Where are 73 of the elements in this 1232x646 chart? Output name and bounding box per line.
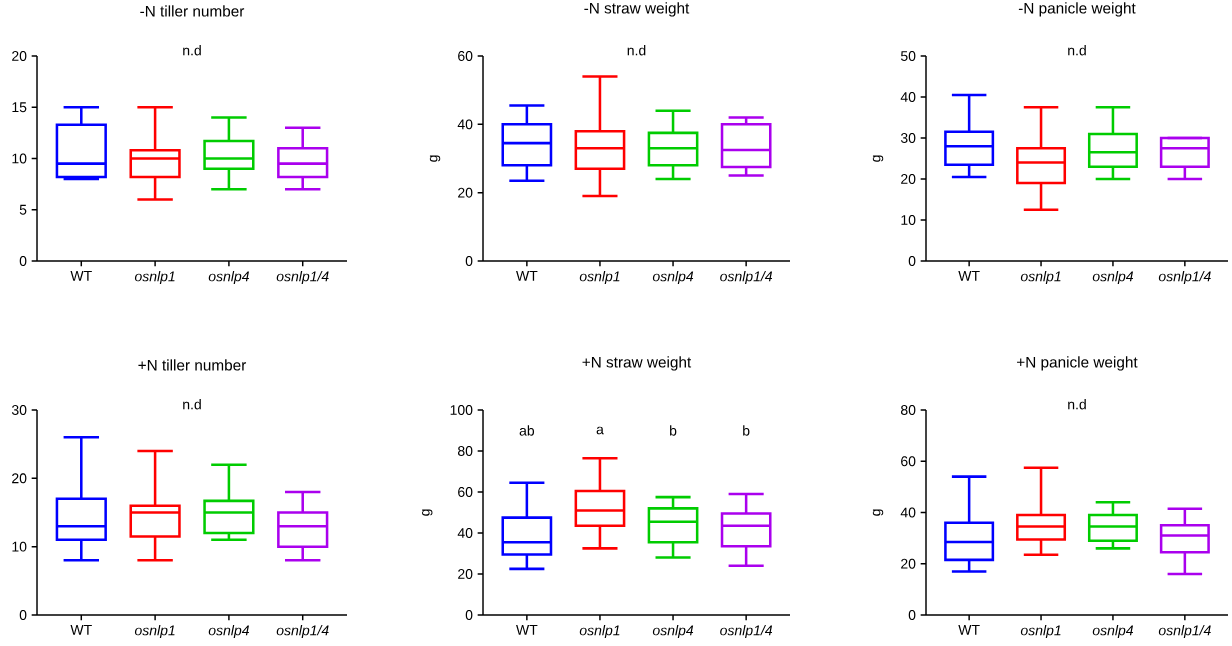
x-tick-label: osnlp4 bbox=[208, 625, 249, 639]
text: n.d bbox=[1068, 399, 1086, 410]
y-tick-label: 15 bbox=[12, 102, 27, 113]
x-tick-label: osnlp1 bbox=[134, 625, 175, 639]
x-tick-label: WT bbox=[516, 271, 538, 281]
chart-title: -N panicle weight bbox=[1018, 2, 1136, 17]
y-tick-label: 0 bbox=[19, 610, 27, 620]
y-tick-label: 50 bbox=[900, 51, 916, 61]
x-tick-label: osnlp1 bbox=[1020, 271, 1061, 285]
y-tick-label: 40 bbox=[457, 119, 473, 130]
y-tick-label: 0 bbox=[465, 256, 473, 266]
x-tick-label: osnlp4 bbox=[652, 271, 694, 285]
y-tick-label: 10 bbox=[901, 215, 916, 225]
chart-title: -N tiller number bbox=[140, 5, 245, 17]
y-tick-label: 20 bbox=[12, 473, 27, 484]
y-tick-label: 20 bbox=[901, 174, 916, 184]
annotation: ab bbox=[519, 425, 535, 436]
y-tick-label: 10 bbox=[12, 153, 27, 164]
y-tick-label: 30 bbox=[900, 133, 916, 143]
x-tick-label: WT bbox=[70, 271, 92, 281]
annotation: a bbox=[596, 426, 604, 435]
y-tick-label: 0 bbox=[908, 610, 916, 620]
y-axis-title: g bbox=[422, 509, 433, 516]
y-axis-title: g bbox=[429, 155, 441, 162]
text: n.d bbox=[183, 45, 201, 56]
chart-title: -N straw weight bbox=[584, 2, 690, 17]
chart-title: +N tiller number bbox=[138, 359, 247, 371]
y-tick-label: 20 bbox=[458, 569, 473, 579]
x-tick-label: WT bbox=[958, 625, 980, 635]
y-tick-label: 60 bbox=[901, 456, 916, 467]
x-tick-label: osnlp1/4 bbox=[720, 271, 773, 285]
x-tick-label: osnlp1/4 bbox=[1158, 625, 1211, 639]
x-tick-label: osnlp1/4 bbox=[276, 271, 329, 285]
text: n.d bbox=[183, 399, 201, 410]
x-tick-label: osnlp1 bbox=[1020, 625, 1061, 639]
annotation: b bbox=[670, 425, 677, 436]
y-tick-label: 20 bbox=[12, 51, 27, 61]
y-tick-label: 60 bbox=[458, 487, 473, 497]
y-tick-label: 20 bbox=[458, 187, 473, 198]
text: n.d bbox=[627, 45, 646, 56]
y-tick-label: 40 bbox=[457, 528, 473, 538]
x-tick-label: osnlp4 bbox=[208, 271, 249, 285]
y-tick-label: 40 bbox=[900, 92, 916, 102]
y-tick-label: 80 bbox=[458, 446, 473, 456]
x-tick-label: osnlp4 bbox=[1092, 625, 1134, 639]
y-axis-title: g bbox=[872, 155, 884, 162]
y-tick-label: 5 bbox=[19, 204, 27, 215]
x-tick-label: osnlp1 bbox=[134, 271, 175, 285]
text: n.d bbox=[1068, 45, 1086, 56]
x-tick-label: WT bbox=[958, 271, 980, 281]
x-tick-label: osnlp1 bbox=[579, 271, 620, 285]
x-tick-label: osnlp1/4 bbox=[1158, 271, 1211, 285]
y-axis-title: g bbox=[872, 509, 884, 516]
x-tick-label: osnlp1/4 bbox=[276, 625, 329, 639]
y-tick-label: 20 bbox=[901, 558, 916, 569]
y-tick-label: 0 bbox=[465, 610, 473, 620]
y-tick-label: 10 bbox=[12, 541, 27, 552]
x-tick-label: WT bbox=[516, 625, 538, 635]
x-tick-label: osnlp4 bbox=[1092, 271, 1134, 285]
x-tick-label: WT bbox=[70, 625, 92, 635]
x-tick-label: osnlp4 bbox=[652, 625, 694, 639]
y-tick-label: 40 bbox=[900, 507, 916, 518]
x-tick-label: osnlp1 bbox=[579, 625, 620, 639]
y-tick-label: 30 bbox=[11, 405, 27, 415]
y-tick-label: 80 bbox=[900, 405, 916, 415]
chart-title: +N straw weight bbox=[582, 356, 692, 371]
y-tick-label: 100 bbox=[450, 405, 473, 415]
y-tick-label: 60 bbox=[458, 51, 473, 61]
y-tick-label: 0 bbox=[908, 256, 916, 266]
annotation: b bbox=[743, 425, 750, 436]
x-tick-label: osnlp1/4 bbox=[720, 625, 773, 639]
chart-title: +N panicle weight bbox=[1017, 356, 1138, 371]
y-tick-label: 0 bbox=[19, 256, 27, 266]
